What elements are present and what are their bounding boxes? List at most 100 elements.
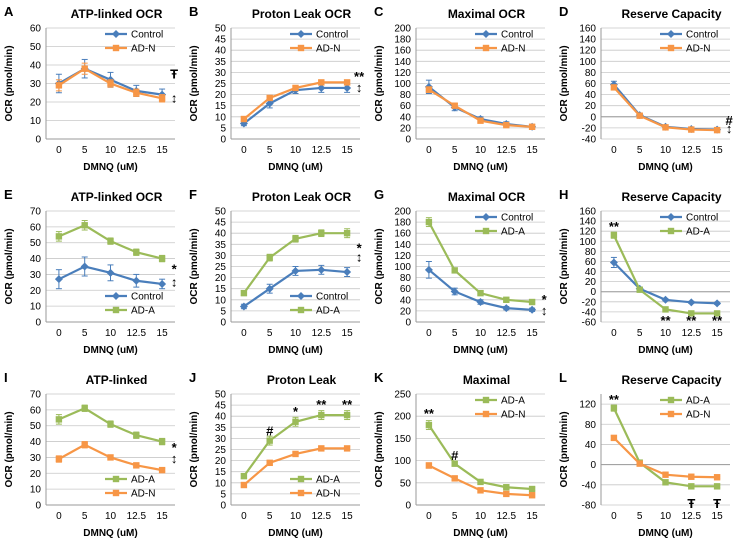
y-tick-label: 25 <box>215 79 227 90</box>
panel-letter: J <box>189 370 196 385</box>
x-tick-label: 15 <box>712 328 724 339</box>
legend-label: AD-N <box>686 410 710 421</box>
x-axis-label: DMNQ (uM) <box>83 528 137 539</box>
legend-marker <box>112 292 120 300</box>
legend-label: AD-N <box>316 489 340 500</box>
x-tick-label: 0 <box>241 145 247 156</box>
panel-title: ATP-linked OCR <box>71 7 163 21</box>
x-tick-label: 5 <box>637 328 643 339</box>
x-tick-label: 5 <box>267 328 273 339</box>
panel-k: K Maximal 0 50 100 150 200 250 0 5 10 12.5 15 DMNQ (u… <box>374 370 545 539</box>
panel-title: ATP-linked OCR <box>71 190 163 204</box>
legend-marker <box>482 30 490 38</box>
y-tick-label: -80 <box>582 501 597 512</box>
x-tick-label: 12.5 <box>312 511 332 522</box>
y-tick-label: 30 <box>30 79 42 90</box>
x-axis-label: DMNQ (uM) <box>638 345 692 356</box>
y-tick-label: 0 <box>590 460 596 471</box>
x-tick-label: 12.5 <box>312 328 332 339</box>
panel-title: Maximal OCR <box>448 190 526 204</box>
y-tick-label: 120 <box>579 400 596 411</box>
panel-title: Reserve Capacity <box>621 190 721 204</box>
data-point <box>240 115 248 123</box>
x-tick-label: 15 <box>157 328 169 339</box>
y-tick-label: 100 <box>579 57 596 68</box>
data-point <box>609 258 618 267</box>
panel-i: I ATP-linked 0 10 20 30 40 50 60 70 0 5 10 12.5 15 DMNQ… <box>4 370 178 539</box>
y-tick-label: 45 <box>215 218 227 229</box>
data-point <box>343 411 351 419</box>
data-point <box>451 460 458 467</box>
y-tick-label: 20 <box>400 306 412 317</box>
data-point <box>158 279 167 288</box>
series-control <box>54 256 167 290</box>
y-tick-label: 40 <box>400 295 412 306</box>
x-tick-label: 15 <box>712 145 724 156</box>
data-point <box>158 95 166 102</box>
legend-label: AD-A <box>501 227 525 238</box>
y-tick-label: 5 <box>220 306 226 317</box>
series-ad-n <box>240 79 351 123</box>
y-tick-label: 200 <box>394 24 411 35</box>
legend-marker <box>667 30 675 38</box>
y-tick-label: 35 <box>215 240 227 251</box>
panel-title: Proton Leak OCR <box>252 190 352 204</box>
data-point <box>343 83 352 92</box>
significance-marker: # <box>725 113 733 128</box>
y-tick-label: 120 <box>579 46 596 57</box>
y-tick-label: 120 <box>579 227 596 238</box>
data-point <box>425 462 433 469</box>
y-tick-label: 60 <box>400 101 412 112</box>
x-axis-label: DMNQ (uM) <box>453 528 507 539</box>
y-axis-label: OCR (pmol/min) <box>374 411 385 487</box>
x-tick-label: 15 <box>157 511 169 522</box>
data-point <box>425 218 433 226</box>
y-tick-label: 35 <box>215 423 227 434</box>
series-control <box>424 261 537 314</box>
data-point <box>318 230 325 237</box>
y-axis-label: OCR (pmol/min) <box>4 228 15 304</box>
y-tick-label: 200 <box>394 412 411 423</box>
y-tick-label: 40 <box>30 437 42 448</box>
data-point <box>528 492 536 499</box>
series-ad-n <box>55 441 166 474</box>
x-tick-label: 5 <box>82 328 88 339</box>
y-tick-label: 140 <box>579 217 596 228</box>
y-axis-label: OCR (pmol/min) <box>4 411 15 487</box>
y-tick-label: 0 <box>35 135 41 146</box>
legend: AD-A AD-N <box>290 475 340 500</box>
data-point <box>451 102 458 109</box>
series-ad-a <box>55 404 166 446</box>
y-tick-label: 160 <box>394 229 411 240</box>
data-point <box>610 404 618 412</box>
panel-letter: L <box>559 370 567 385</box>
data-point <box>266 254 273 261</box>
y-tick-label: 50 <box>215 207 227 218</box>
significance-marker: ** <box>424 406 435 421</box>
data-point <box>80 262 89 271</box>
panel-letter: E <box>4 187 13 202</box>
legend-label: AD-N <box>501 44 525 55</box>
x-tick-label: 0 <box>611 511 617 522</box>
y-tick-label: 250 <box>394 390 411 401</box>
legend-label: AD-A <box>686 227 710 238</box>
data-point <box>477 487 484 494</box>
x-tick-label: 12.5 <box>497 511 517 522</box>
legend-marker <box>482 396 490 404</box>
y-tick-label: 10 <box>30 302 42 313</box>
y-axis-label: OCR (pmol/min) <box>559 411 570 487</box>
legend: Control AD-N <box>660 30 718 55</box>
significance-marker: * <box>293 404 299 419</box>
legend: Control AD-A <box>475 213 533 238</box>
legend: Control AD-A <box>290 292 348 317</box>
legend: AD-A AD-N <box>475 396 525 421</box>
data-point <box>503 121 510 129</box>
x-axis-label: DMNQ (uM) <box>268 528 322 539</box>
significance-marker: ↕ <box>356 80 363 95</box>
data-point <box>107 454 114 461</box>
series-ad-a <box>55 220 166 263</box>
significance-marker: ** <box>609 219 620 234</box>
data-point <box>292 235 299 242</box>
y-tick-label: -60 <box>582 318 597 329</box>
y-tick-label: -20 <box>582 297 597 308</box>
